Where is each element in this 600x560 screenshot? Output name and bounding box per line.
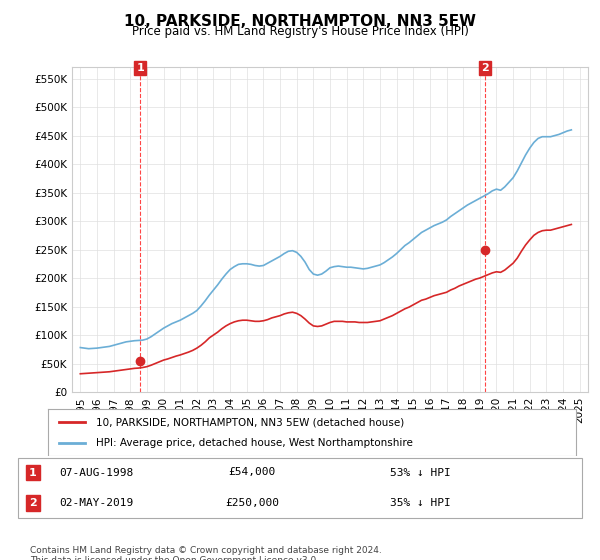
Text: 10, PARKSIDE, NORTHAMPTON, NN3 5EW (detached house): 10, PARKSIDE, NORTHAMPTON, NN3 5EW (deta… — [95, 417, 404, 427]
Text: 10, PARKSIDE, NORTHAMPTON, NN3 5EW: 10, PARKSIDE, NORTHAMPTON, NN3 5EW — [124, 14, 476, 29]
Text: 02-MAY-2019: 02-MAY-2019 — [59, 498, 133, 508]
Text: £54,000: £54,000 — [229, 468, 275, 478]
Text: 1: 1 — [136, 63, 144, 73]
Text: 2: 2 — [481, 63, 489, 73]
Text: Price paid vs. HM Land Registry's House Price Index (HPI): Price paid vs. HM Land Registry's House … — [131, 25, 469, 38]
Text: Contains HM Land Registry data © Crown copyright and database right 2024.
This d: Contains HM Land Registry data © Crown c… — [30, 546, 382, 560]
Text: 35% ↓ HPI: 35% ↓ HPI — [389, 498, 451, 508]
Text: 2: 2 — [29, 498, 37, 508]
Text: HPI: Average price, detached house, West Northamptonshire: HPI: Average price, detached house, West… — [95, 438, 412, 448]
Text: 53% ↓ HPI: 53% ↓ HPI — [389, 468, 451, 478]
Text: 1: 1 — [29, 468, 37, 478]
Text: £250,000: £250,000 — [225, 498, 279, 508]
Text: 07-AUG-1998: 07-AUG-1998 — [59, 468, 133, 478]
